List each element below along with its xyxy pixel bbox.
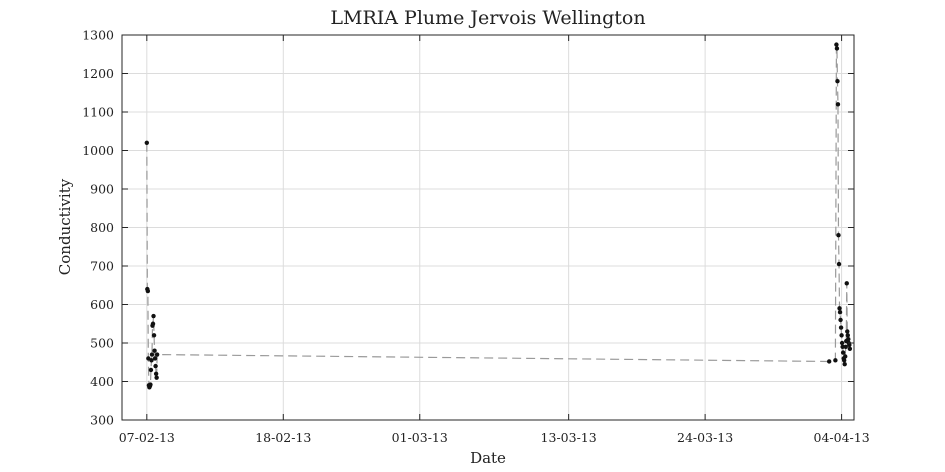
data-point [150,321,156,326]
data-point [153,371,159,376]
data-point [834,46,840,51]
x-tick-label: 04-04-13 [814,430,870,445]
x-tick-label: 07-02-13 [119,430,175,445]
data-point [840,344,845,350]
data-point [153,363,158,369]
axis-ticks [122,34,854,421]
data-point [835,102,841,107]
data-point [840,350,846,355]
data-point [148,382,153,387]
data-point [838,317,843,323]
data-point [836,233,841,238]
data-point [149,352,155,357]
x-tick-label: 13-03-13 [541,430,597,445]
data-point [837,310,843,315]
data-point [826,359,832,364]
x-axis-label: Date [470,449,506,467]
data-point [154,352,160,357]
data-point [834,42,839,47]
data-point [847,346,853,351]
y-tick-label: 1300 [82,28,114,43]
data-point [841,358,847,363]
y-tick-label: 1000 [82,143,114,158]
series-line [146,44,851,390]
data-point [836,261,842,267]
data-point [842,361,847,367]
data-point [833,358,838,363]
y-tick-label: 900 [90,182,114,197]
y-axis-label: Conductivity [56,178,74,275]
y-tick-label: 1200 [82,66,114,81]
y-tick-label: 300 [90,413,114,428]
y-tick-label: 400 [90,374,114,389]
data-point [837,306,842,311]
data-point [835,79,840,84]
y-tick-label: 600 [90,297,114,312]
y-tick-label: 500 [90,336,114,351]
y-tick-label: 800 [90,220,114,235]
x-tick-label: 24-03-13 [677,430,733,445]
data-point [151,313,156,319]
data-point [846,336,851,342]
data-point [843,354,848,359]
data-point [839,340,845,346]
data-point [847,342,852,348]
data-point [845,333,850,338]
data-point [839,333,844,338]
x-tick-label: 01-03-13 [392,430,448,445]
x-tick-label: 18-02-13 [255,430,311,445]
data-point [838,325,844,330]
data-point [149,358,154,363]
data-point [154,375,159,380]
data-point [845,329,850,334]
y-tick-label: 1100 [82,105,114,120]
series-layer [144,42,853,390]
data-point [844,281,849,286]
data-point [144,140,150,145]
data-point [151,333,157,338]
data-point [152,356,158,361]
data-point [152,348,157,353]
data-point [843,344,848,350]
y-tick-label: 700 [90,259,114,274]
grid-lines [122,34,854,421]
tick-labels: 300 400 500 600 700 800 900 1000 1100 1200 1300 07-… [82,28,870,446]
chart-title: LMRIA Plume Jervois Wellington [330,7,645,29]
data-point [148,367,154,373]
data-point [145,288,151,294]
